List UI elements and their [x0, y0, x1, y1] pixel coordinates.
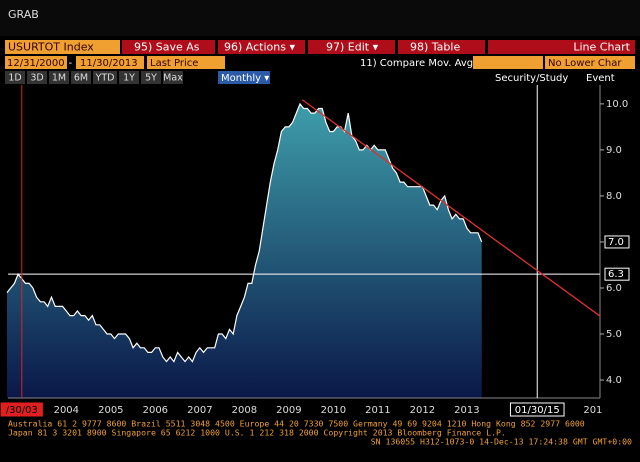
button-label: 97) Edit ▾: [326, 41, 379, 54]
period-label: 6M: [74, 73, 88, 84]
end-date: 11/30/2013: [80, 58, 138, 69]
period-label: 5Y: [145, 73, 157, 84]
x-tick-label: 2009: [276, 405, 301, 416]
event[interactable]: Event: [586, 73, 615, 84]
button[interactable]: [398, 40, 485, 54]
period-button[interactable]: [27, 71, 47, 84]
x-tick-label: 2012: [410, 405, 435, 416]
x-tick-label: 2005: [98, 405, 123, 416]
date-sep: -: [69, 58, 73, 69]
period-buttons: 1D 3D 1M 6M YTD 1Y 5Y Max: [5, 71, 183, 84]
period-button[interactable]: [5, 71, 25, 84]
chart-kind: Line Chart: [573, 41, 630, 54]
x-tick-label: 2007: [187, 405, 212, 416]
period-label: Max: [163, 73, 183, 84]
lower-chart: No Lower Char: [548, 58, 622, 69]
compare[interactable]: 11) Compare Mov. Avgs: [360, 58, 478, 69]
footer-line: Japan 81 3 3201 8900 Singapore 65 6212 1…: [8, 428, 506, 438]
period-label: 1M: [52, 73, 66, 84]
x-tick-label: 2010: [321, 405, 346, 416]
y-tick-label: 9.0: [606, 145, 622, 156]
y-tick-label: 6.0: [606, 283, 622, 294]
vline-label: 01/30/15: [515, 405, 560, 416]
period-button[interactable]: [119, 71, 139, 84]
chart-kind-box[interactable]: [488, 40, 635, 54]
period-label: 3D: [30, 73, 43, 84]
y-tick-label: 4.0: [606, 375, 622, 386]
field: Last Price: [150, 58, 198, 69]
hline-label-box: [604, 267, 630, 281]
button[interactable]: [218, 40, 305, 54]
window-title: GRAB: [8, 8, 39, 21]
x-tick-label: 2004: [54, 405, 79, 416]
footer-line: SN 136055 H312-1073-0 14-Dec-13 17:24:38…: [371, 437, 632, 447]
button[interactable]: [308, 40, 395, 54]
x-tick-label: 2008: [232, 405, 257, 416]
vline-label: /30/03: [6, 405, 38, 416]
vline-label-box: [0, 402, 43, 417]
button-label: 95) Save As: [134, 41, 200, 54]
security: USURTOT Index: [8, 41, 94, 54]
field-box[interactable]: [147, 56, 225, 69]
date-box[interactable]: [5, 56, 67, 69]
period-button[interactable]: [71, 71, 91, 84]
button-label: 96) Actions ▾: [224, 41, 295, 54]
x-tick-label: 2006: [143, 405, 168, 416]
period-label: YTD: [95, 73, 115, 84]
frequency: Monthly ▾: [221, 73, 269, 84]
period-button[interactable]: [93, 71, 117, 84]
title-bar: [0, 0, 640, 36]
x-tick-label: 2011: [365, 405, 390, 416]
period-label: 1D: [8, 73, 21, 84]
period-button[interactable]: [141, 71, 161, 84]
footer-line: Australia 61 2 9777 8600 Brazil 5511 304…: [8, 419, 585, 429]
period-button[interactable]: [49, 71, 69, 84]
date-box[interactable]: [76, 56, 144, 69]
y-tick-label: 8.0: [606, 191, 622, 202]
period-label: 1Y: [123, 73, 135, 84]
x-tick-label: 2013: [454, 405, 479, 416]
last-label-box: [604, 235, 630, 249]
y-tick-label: 5.0: [606, 329, 622, 340]
y-tick-label: 10.0: [606, 99, 628, 110]
vline-label-box: [509, 402, 565, 417]
plot: 4.0 5.0 6.0 7.0 8.0 9.0 10.0 2004 2005 2006 2007 20…: [0, 85, 630, 417]
button-label: 98) Table: [410, 41, 460, 54]
area: [6, 103, 482, 399]
button[interactable]: [122, 40, 215, 54]
study[interactable]: Security/Study: [495, 73, 568, 84]
period-button[interactable]: [163, 71, 183, 84]
security-box[interactable]: [5, 40, 120, 54]
lower-chart-box[interactable]: [545, 56, 635, 69]
start-date: 12/31/2000: [7, 58, 65, 69]
frequency-box[interactable]: [218, 71, 270, 84]
x-tick-label: 201: [583, 405, 602, 416]
hline-label: 6.3: [608, 269, 624, 280]
line: [6, 102, 483, 363]
input-box[interactable]: [473, 56, 543, 69]
last-label: 7.0: [608, 237, 624, 248]
trendline: [301, 99, 601, 317]
